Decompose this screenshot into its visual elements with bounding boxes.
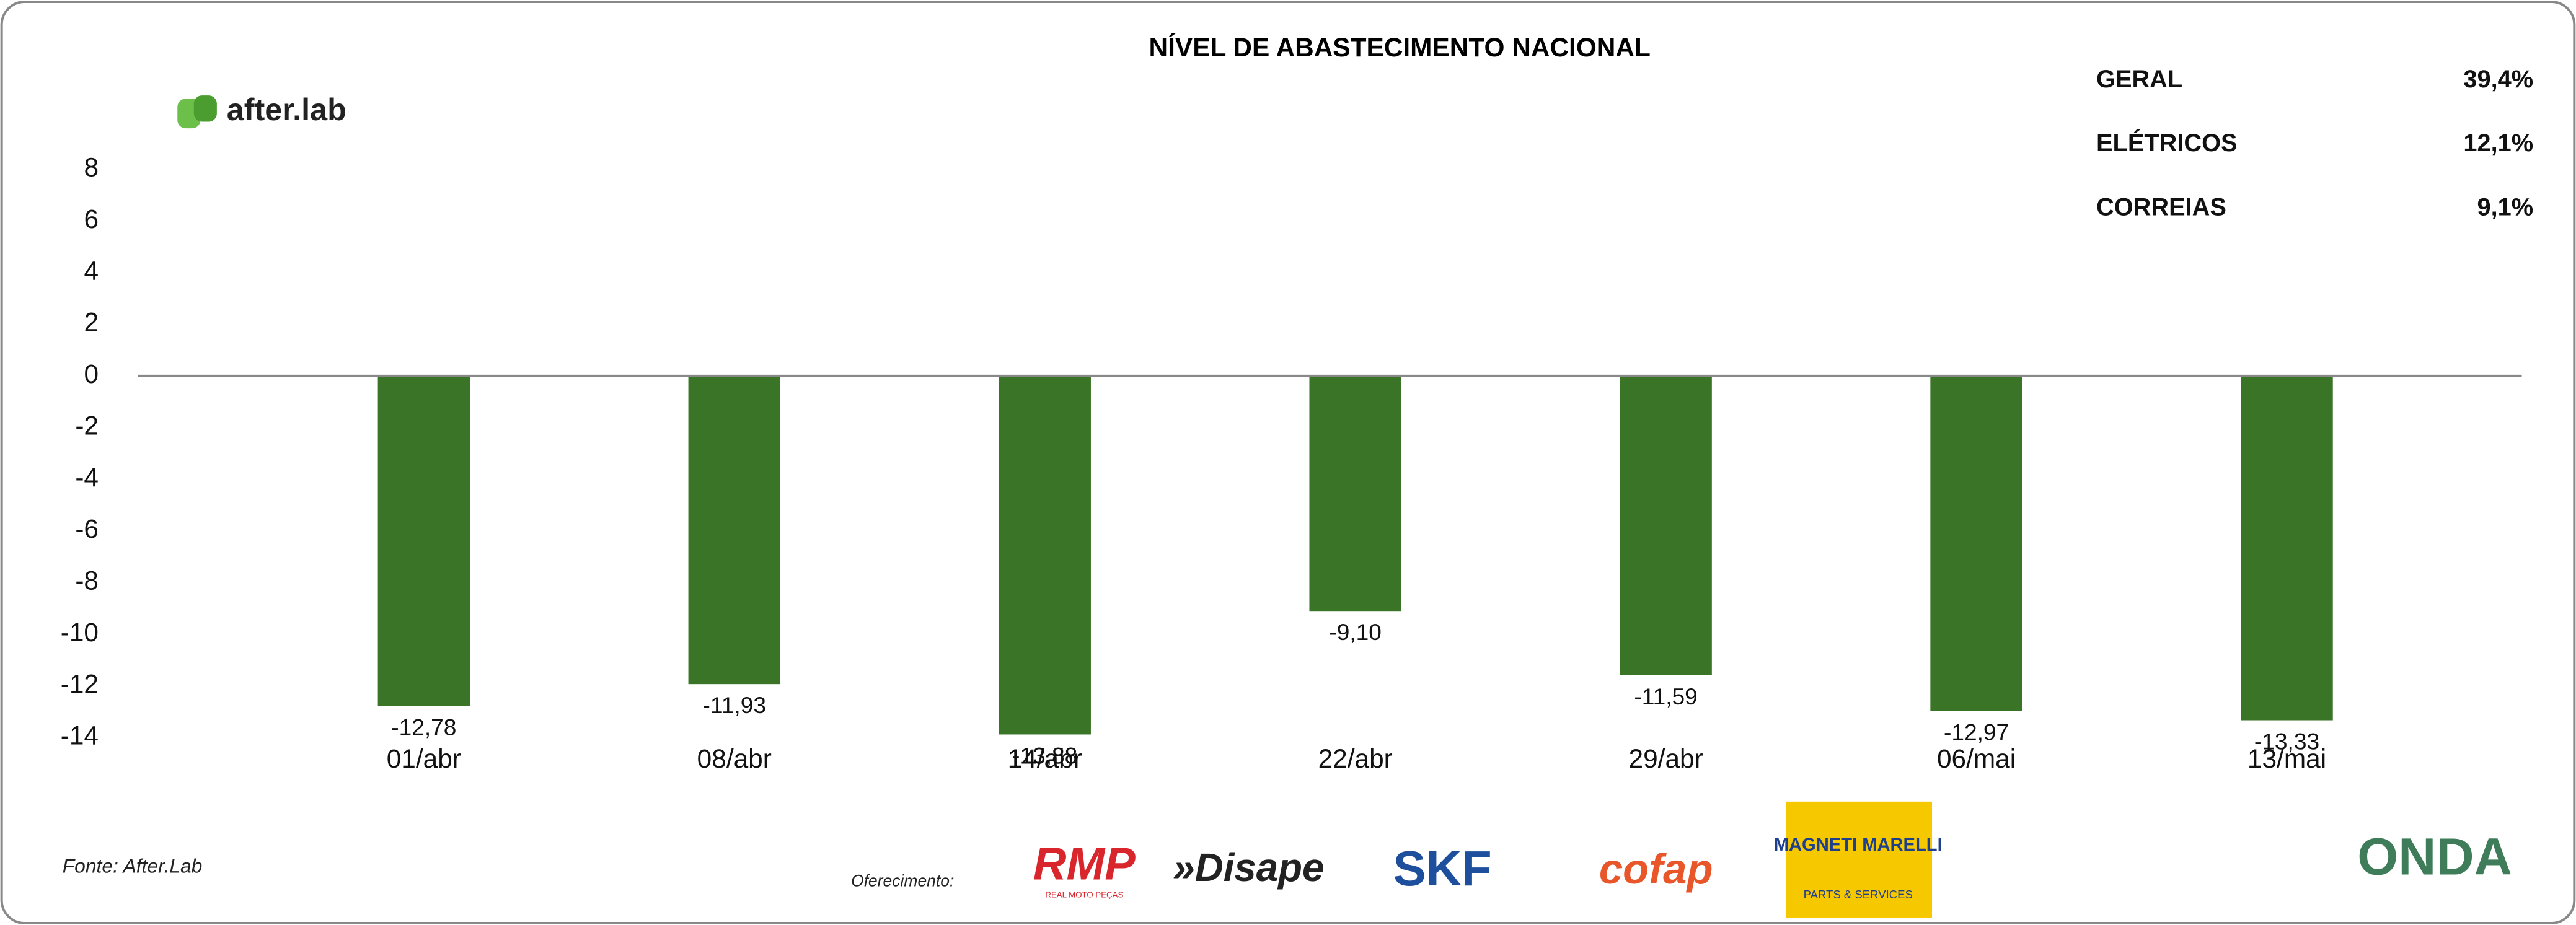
sponsor-box [1786,801,1932,919]
y-tick-label: -10 [61,618,99,647]
value-label: -13,88 [1012,742,1077,768]
y-tick-label: 6 [84,204,99,234]
y-tick-label: -6 [75,514,99,543]
value-label: -9,10 [1329,619,1382,645]
value-label: -12,97 [1944,719,2009,745]
stat-label: GERAL [2096,66,2182,93]
logo-icon [193,95,217,122]
sponsor-logo: cofap [1599,845,1713,893]
value-label: -11,93 [703,692,766,718]
sponsor-logo: SKF [1393,841,1492,896]
y-tick-label: 8 [84,153,99,182]
x-tick-label: 08/abr [697,744,772,773]
value-label: -11,59 [1634,683,1697,709]
bar [1620,375,1712,675]
y-tick-label: -8 [75,566,99,595]
bar [1930,375,2022,711]
stat-value: 39,4% [2463,66,2533,93]
x-tick-label: 14/abr [1008,744,1082,773]
x-tick-label: 29/abr [1629,744,1703,773]
y-tick-label: -2 [75,411,99,440]
y-tick-label: 2 [84,308,99,337]
source: Fonte: After.Lab [63,854,203,877]
y-tick-label: 4 [84,256,99,285]
brand-text: after.lab [227,92,346,127]
chart-title: NÍVEL DE ABASTECIMENTO NACIONAL [1149,33,1651,62]
y-tick-label: 0 [84,359,99,388]
stat-value: 9,1% [2477,193,2533,221]
y-tick-label: -4 [75,463,99,492]
x-tick-label: 22/abr [1318,744,1393,773]
sponsor-logo: RMP [1033,838,1136,889]
stat-label: ELÉTRICOS [2096,129,2237,157]
sponsor-logo: PARTS & SERVICES [1804,888,1913,901]
sponsor-logo: »Disape [1173,846,1324,890]
x-tick-label: 01/abr [387,744,461,773]
bar [999,375,1091,735]
x-tick-label: 06/mai [1937,744,2016,773]
y-tick-label: -12 [61,669,99,698]
bar [1309,375,1401,612]
brand-logo: after.lab [177,92,346,129]
sponsor-label: Oferecimento: [851,872,954,890]
value-label: -13,33 [2254,728,2319,754]
bar [2241,375,2333,721]
bar [377,375,470,706]
sponsor-logo: REAL MOTO PEÇAS [1045,890,1123,899]
y-tick-label: -14 [61,721,99,750]
stat-value: 12,1% [2463,129,2533,157]
stat-label: CORREIAS [2096,193,2226,221]
sponsor-logo: ONDA [2357,827,2512,886]
value-label: -12,78 [391,714,456,740]
sponsor-logo: MAGNETI MARELLI [1774,835,1943,855]
bar [688,375,780,685]
x-tick-label: 13/mai [2247,744,2326,773]
